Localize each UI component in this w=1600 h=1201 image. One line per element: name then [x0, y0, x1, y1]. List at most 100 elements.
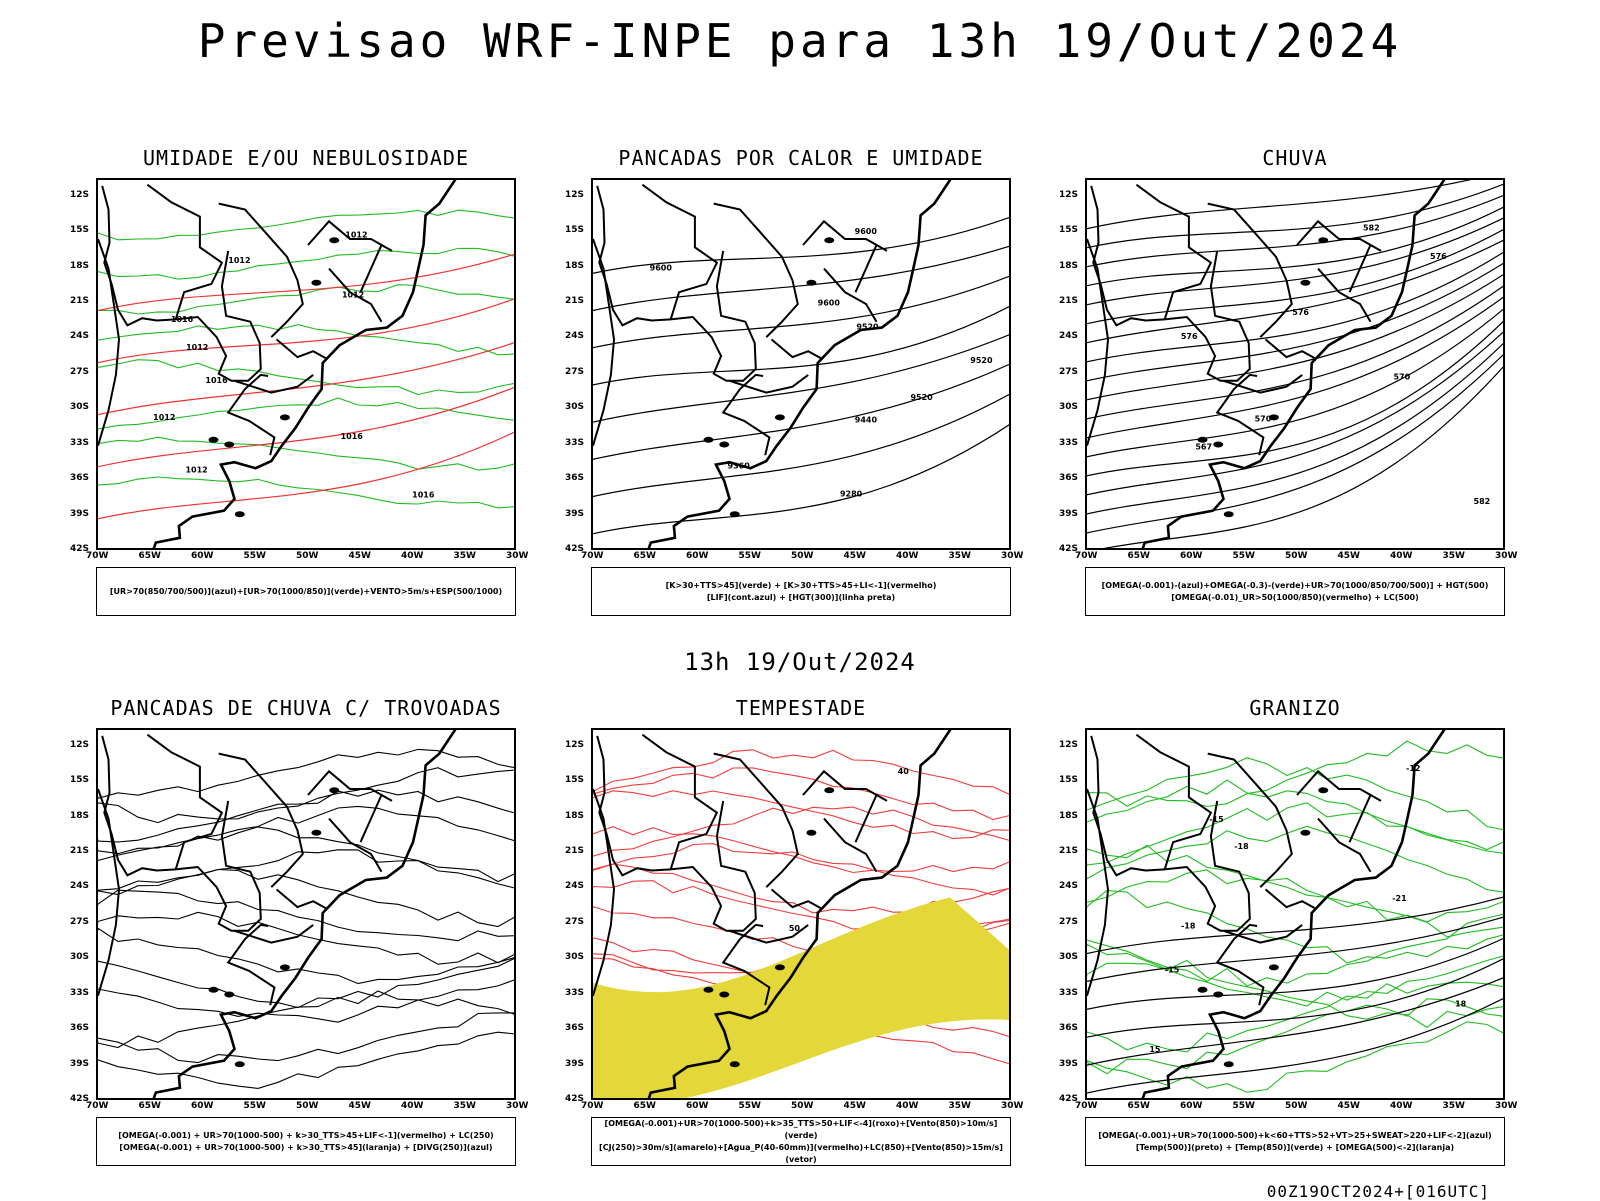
contour-label: 1012: [186, 343, 208, 352]
country-border: [770, 338, 822, 360]
streamline: [1087, 943, 1503, 1007]
lat-tick-label: 18S: [565, 810, 585, 821]
country-border: [1090, 735, 1165, 877]
map-canvas: 9600 9600 9600 9520 9520 9520 9440 9360 9280: [593, 180, 1009, 548]
contour-label: 1016: [205, 376, 228, 385]
contour-label: 1012: [345, 230, 367, 239]
lake: [729, 1061, 740, 1068]
country-border: [146, 733, 262, 932]
lake: [224, 991, 235, 998]
lat-tick-label: 39S: [1059, 1058, 1079, 1069]
lake: [1318, 787, 1329, 794]
lon-tick-label: 40W: [896, 551, 919, 561]
lat-tick-label: 42S: [565, 1094, 585, 1104]
streamline: [98, 927, 514, 985]
country-border: [1207, 202, 1293, 338]
country-border: [721, 923, 771, 1006]
contour-label: 582: [1474, 497, 1491, 506]
streamline: [98, 911, 514, 965]
lake: [311, 829, 322, 836]
lake: [1213, 441, 1224, 448]
contour-line: [1087, 273, 1503, 401]
lake: [279, 964, 290, 971]
contour-line: [593, 334, 1009, 423]
contour-line: [1087, 958, 1503, 1038]
contour-line: [1087, 977, 1503, 1066]
lake: [806, 829, 817, 836]
lon-tick-label: 55W: [243, 1101, 266, 1111]
country-border: [802, 769, 888, 802]
lat-tick-label: 36S: [70, 1023, 90, 1034]
contour-line: [593, 275, 1009, 349]
jet-area: [593, 897, 1009, 1098]
streamline: [98, 748, 514, 799]
lat-tick-label: 39S: [1059, 508, 1079, 519]
country-border: [218, 752, 304, 888]
lat-tick-label: 30S: [70, 402, 90, 413]
country-border: [234, 924, 314, 944]
country-border: [729, 374, 809, 394]
lat-tick-label: 42S: [70, 1094, 90, 1104]
lon-tick-label: 30W: [506, 1101, 529, 1111]
contour-line: [1087, 183, 1503, 249]
legend-line: [LIF](cont.azul) + [HGT(300)](linha pret…: [706, 592, 896, 602]
lake: [1197, 986, 1208, 993]
lake: [208, 986, 219, 993]
lake: [1223, 511, 1234, 518]
legend-line: [UR>70(850/700/500)](azul)+[UR>70(1000/8…: [109, 586, 503, 596]
lake: [824, 787, 835, 794]
streamline: [98, 476, 514, 509]
country-border: [770, 888, 822, 910]
contour-label: 50: [789, 924, 801, 933]
country-border: [328, 267, 383, 323]
lon-tick-label: 50W: [1285, 551, 1308, 561]
map-frame: 1012 1012 1012 1016 1012 1016 1012 1016 1012 1016: [96, 178, 516, 550]
lon-tick-label: 55W: [738, 551, 761, 561]
country-border: [713, 752, 799, 888]
streamline: [98, 1031, 514, 1089]
country-border: [713, 202, 799, 338]
streamline: [98, 990, 514, 1049]
lon-tick-label: 60W: [191, 551, 214, 561]
lake: [719, 441, 730, 448]
country-border: [234, 374, 314, 394]
lat-tick-label: 18S: [70, 260, 90, 271]
panel-title: PANCADAS POR CALOR E UMIDADE: [618, 146, 984, 170]
streamline: [1087, 802, 1503, 866]
lake: [279, 414, 290, 421]
lon-tick-label: 35W: [453, 1101, 476, 1111]
panel-legend: [OMEGA(-0.001)-(azul)+OMEGA(-0.3)-(verde…: [1085, 567, 1505, 616]
country-border: [307, 769, 393, 802]
lake: [234, 511, 245, 518]
streamline: [98, 397, 514, 430]
panel-title: UMIDADE E/OU NEBULOSIDADE: [142, 146, 470, 170]
lon-tick-label: 70W: [581, 1101, 604, 1111]
lake: [774, 964, 785, 971]
country-border: [101, 185, 176, 327]
streamline: [98, 767, 514, 824]
streamline: [98, 209, 514, 241]
streamline: [593, 843, 1009, 896]
lat-tick-label: 30S: [70, 952, 90, 963]
lat-tick-label: 18S: [70, 810, 90, 821]
lon-tick-label: 60W: [191, 1101, 214, 1111]
contour-line: [98, 253, 514, 312]
lake: [1197, 436, 1208, 443]
legend-line: [OMEGA(-0.001)+UR>70(1000-500)+k>35_TTS>…: [604, 1118, 998, 1140]
country-border: [729, 924, 809, 944]
streamline: [1087, 959, 1503, 1029]
lat-tick-label: 30S: [1059, 402, 1079, 413]
streamline: [1087, 981, 1503, 1053]
country-border: [596, 735, 671, 877]
country-border: [226, 923, 276, 1006]
contour-label: 567: [1195, 443, 1212, 452]
lat-tick-label: 42S: [565, 544, 585, 554]
lat-tick-label: 15S: [565, 775, 585, 786]
lon-tick-label: 45W: [1337, 1101, 1360, 1111]
coastline: [647, 180, 952, 548]
streamline: [98, 958, 514, 1009]
lat-tick-label: 24S: [565, 331, 585, 342]
contour-label: 9520: [856, 322, 879, 331]
lake: [1300, 279, 1311, 286]
lat-tick-label: 15S: [1059, 775, 1079, 786]
